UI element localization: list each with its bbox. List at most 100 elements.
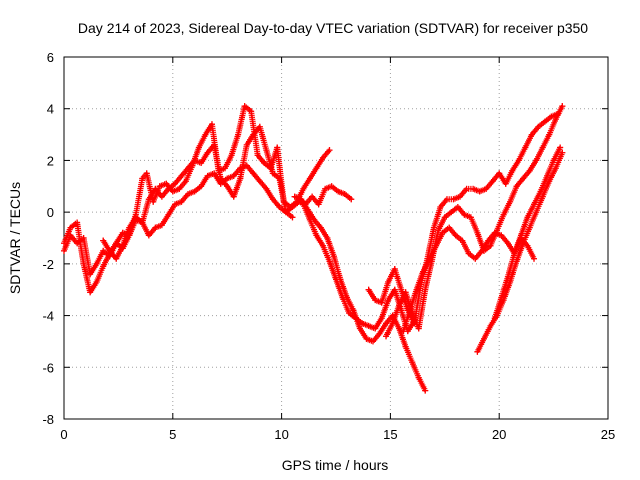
data-point (126, 224, 133, 231)
data-point (152, 224, 159, 231)
data-point (378, 315, 385, 322)
data-point (298, 196, 305, 203)
data-point (491, 315, 498, 322)
data-point (415, 325, 422, 332)
data-point (539, 144, 546, 151)
data-point (291, 193, 298, 200)
data-point (480, 335, 487, 342)
data-point (350, 307, 357, 314)
data-point (169, 188, 176, 195)
data-point (158, 193, 165, 200)
data-point (557, 144, 564, 151)
data-point (333, 276, 339, 283)
data-point (504, 273, 511, 280)
data-point (513, 183, 520, 190)
data-point (526, 224, 533, 231)
data-point (176, 185, 183, 192)
data-point (406, 307, 413, 314)
data-point (496, 170, 503, 177)
data-point (415, 374, 422, 381)
data-point (100, 237, 107, 244)
data-point (441, 214, 448, 221)
data-point (498, 294, 505, 301)
y-tick-label: -4 (42, 309, 54, 324)
data-point (224, 183, 231, 190)
data-marks (61, 103, 566, 394)
data-point (256, 178, 263, 185)
data-point (550, 157, 557, 164)
y-tick-label: 0 (47, 205, 54, 220)
data-point (365, 322, 372, 329)
data-point (504, 240, 511, 247)
data-point (250, 170, 257, 177)
data-point (224, 175, 231, 182)
data-point (87, 271, 94, 278)
y-tick-label: -8 (42, 412, 54, 427)
data-point (300, 201, 307, 208)
data-point (198, 183, 205, 190)
data-point (398, 286, 405, 293)
data-point (276, 203, 283, 210)
data-point (145, 232, 152, 239)
data-point (143, 170, 150, 177)
data-point (430, 224, 437, 231)
data-point (435, 227, 442, 234)
data-point (315, 201, 322, 208)
data-point (546, 131, 553, 138)
data-point (178, 172, 185, 179)
data-point (515, 157, 522, 164)
data-point (476, 188, 483, 195)
data-point (402, 343, 409, 350)
data-point (185, 191, 192, 198)
series-arc-1 (61, 103, 333, 296)
data-point (313, 232, 320, 239)
data-point (359, 320, 366, 327)
data-point (439, 229, 446, 236)
data-point (526, 167, 533, 174)
data-point (487, 242, 494, 249)
data-point (152, 185, 159, 192)
data-point (537, 188, 544, 195)
data-point (145, 196, 152, 203)
data-point (454, 203, 461, 210)
y-tick-label: -2 (42, 257, 54, 272)
x-axis-label: GPS time / hours (282, 457, 389, 473)
data-point (502, 180, 509, 187)
data-point (461, 211, 468, 218)
data-point (163, 180, 170, 187)
data-point (165, 211, 172, 218)
data-point (369, 338, 376, 345)
data-point (533, 157, 540, 164)
data-point (378, 299, 385, 306)
data-point (448, 209, 455, 216)
data-point (67, 232, 74, 239)
data-point (524, 214, 531, 221)
y-tick-label: 4 (47, 102, 54, 117)
data-point (391, 266, 398, 273)
data-point (548, 113, 555, 120)
data-point (500, 211, 507, 218)
data-point (385, 278, 392, 285)
data-point (546, 178, 553, 185)
data-point (352, 315, 359, 322)
chart-title: Day 214 of 2023, Sidereal Day-to-day VTE… (78, 20, 588, 36)
data-point (100, 247, 107, 254)
data-point (237, 165, 244, 172)
data-point (396, 302, 403, 309)
data-point (485, 237, 492, 244)
data-point (306, 175, 313, 182)
data-point (544, 172, 551, 179)
data-point (372, 297, 379, 304)
data-trace (61, 123, 355, 278)
data-point (385, 297, 392, 304)
data-point (300, 185, 307, 192)
data-point (470, 185, 477, 192)
data-point (211, 141, 218, 148)
data-point (276, 175, 283, 182)
x-tick-label: 25 (601, 427, 615, 442)
data-point (520, 175, 527, 182)
data-point (541, 118, 548, 125)
data-trace (100, 162, 296, 262)
data-point (319, 154, 326, 161)
x-tick-label: 5 (169, 427, 176, 442)
